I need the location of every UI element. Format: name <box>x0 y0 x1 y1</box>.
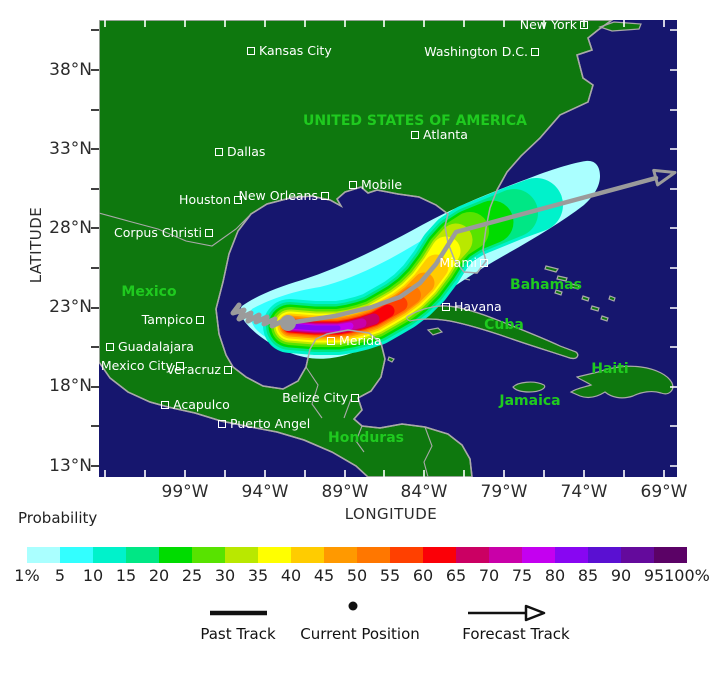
islands <box>387 21 674 399</box>
colorbar-tick-label: 60 <box>412 566 434 585</box>
colorbar-segment <box>324 547 357 563</box>
colorbar-tick-label: 1% <box>14 566 40 585</box>
colorbar-segment <box>654 547 687 563</box>
current-position-dot <box>280 315 296 331</box>
colorbar-tick-label: 65 <box>445 566 467 585</box>
colorbar-tick-label: 70 <box>478 566 500 585</box>
colorbar-tick-label: 40 <box>280 566 302 585</box>
colorbar-tick-label: 5 <box>54 566 66 585</box>
colorbar-tick-label: 10 <box>82 566 104 585</box>
past-track-line <box>230 302 291 329</box>
x-axis-title: LONGITUDE <box>344 505 438 523</box>
jamaica-island <box>512 381 546 393</box>
colorbar-tick-label: 15 <box>115 566 137 585</box>
isle-of-youth <box>426 327 444 336</box>
yaxis-ticks-outer <box>91 29 99 467</box>
forecast-track-line <box>285 175 659 326</box>
colorbar-segment <box>621 547 654 563</box>
probability-colorbar <box>27 547 687 563</box>
colorbar-segment <box>126 547 159 563</box>
cozumel-island <box>387 356 395 363</box>
current-position-glyph <box>348 601 358 611</box>
colorbar-tick-label: 35 <box>247 566 269 585</box>
legend-glyphs <box>210 601 546 622</box>
colorbar-segment <box>258 547 291 563</box>
cone-band-80pct <box>287 323 341 331</box>
colorbar-segment <box>291 547 324 563</box>
colorbar-segment <box>390 547 423 563</box>
colorbar-segment <box>456 547 489 563</box>
colorbar-tick-label: 30 <box>214 566 236 585</box>
map-ticks-inner <box>104 20 677 477</box>
colorbar-tick-label: 55 <box>379 566 401 585</box>
colorbar-segment <box>357 547 390 563</box>
bahamas-islands <box>544 265 616 322</box>
legend-current-position-label: Current Position <box>300 625 420 643</box>
colorbar-tick-label: 100% <box>664 566 710 585</box>
colorbar-tick-label: 20 <box>148 566 170 585</box>
storm-track <box>230 168 677 329</box>
long-island <box>598 21 642 32</box>
colorbar-tick-label: 90 <box>610 566 632 585</box>
legend-past-track-label: Past Track <box>200 625 276 643</box>
colorbar-segment <box>555 547 588 563</box>
forecast-arrowhead-icon <box>652 168 677 187</box>
colorbar-segment <box>423 547 456 563</box>
y-axis-title: LATITUDE <box>27 206 45 284</box>
colorbar-tick-label: 50 <box>346 566 368 585</box>
colorbar-segment <box>159 547 192 563</box>
colorbar-segment <box>522 547 555 563</box>
country-borders <box>99 212 433 477</box>
colorbar-segment <box>60 547 93 563</box>
hispaniola-island <box>569 365 674 399</box>
legend-forecast-track-label: Forecast Track <box>462 625 570 643</box>
colorbar-tick-label: 95 <box>643 566 665 585</box>
colorbar-labels: 1% 5 10 15 20 25 30 35 40 45 50 55 60 65 70 75 80 85 90 95 1… <box>0 566 720 586</box>
colorbar-tick-label: 45 <box>313 566 335 585</box>
colorbar-title: Probability <box>18 509 98 527</box>
colorbar-tick-label: 75 <box>511 566 533 585</box>
colorbar-tick-label: 25 <box>181 566 203 585</box>
colorbar-segment <box>27 547 60 563</box>
colorbar-tick-label: 80 <box>544 566 566 585</box>
colorbar-segment <box>588 547 621 563</box>
colorbar-segment <box>489 547 522 563</box>
colorbar-segment <box>93 547 126 563</box>
colorbar-tick-label: 85 <box>577 566 599 585</box>
forecast-arrowhead-glyph <box>524 604 546 622</box>
colorbar-segment <box>192 547 225 563</box>
colorbar-segment <box>225 547 258 563</box>
